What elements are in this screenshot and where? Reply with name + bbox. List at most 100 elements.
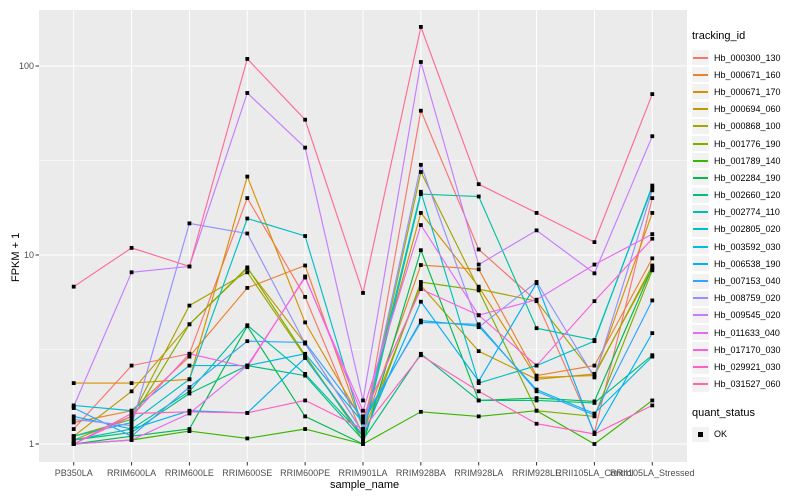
data-point — [650, 134, 655, 139]
data-point — [303, 427, 308, 431]
legend-item-label: Hb_002774_110 — [714, 207, 780, 218]
data-point — [187, 429, 192, 434]
legend-entries: Hb_000300_130 Hb_000671_160 Hb_000671_170 H… — [692, 49, 800, 393]
data-point — [418, 25, 423, 29]
legend-key-line — [693, 383, 708, 386]
data-point — [71, 427, 76, 431]
legend-key — [692, 221, 709, 237]
legend-item-label: Hb_017170_030 — [714, 344, 781, 355]
data-point — [187, 303, 192, 308]
data-point — [187, 351, 192, 356]
legend-key-line — [693, 314, 708, 317]
data-point — [476, 414, 481, 419]
legend-key — [692, 101, 709, 117]
legend-key — [692, 342, 709, 358]
data-point — [650, 188, 655, 193]
y-axis-title: FPKM + 1 — [10, 232, 22, 282]
data-point — [650, 256, 655, 261]
data-point — [418, 108, 423, 113]
y-tick-label: 10 — [23, 250, 34, 260]
legend-key-line — [693, 331, 708, 334]
legend-item-label: Hb_002660_120 — [714, 190, 781, 201]
data-point — [71, 284, 76, 289]
x-tick-label: RRIM928BA — [395, 468, 446, 478]
data-point — [187, 389, 192, 394]
data-point — [418, 353, 423, 358]
data-point — [534, 377, 539, 382]
legend: tracking_id Hb_000300_130 Hb_000671_160 Hb… — [692, 30, 800, 443]
data-point — [418, 263, 423, 267]
data-point — [129, 420, 134, 425]
data-point — [592, 339, 597, 344]
legend-item-label: Hb_003592_030 — [714, 241, 781, 252]
data-point — [187, 377, 192, 382]
legend-key — [692, 204, 709, 220]
data-point — [418, 192, 423, 197]
legend-item: Hb_009545_020 — [692, 307, 800, 324]
data-point — [129, 389, 134, 394]
legend-key-line — [693, 365, 708, 368]
legend-key-line — [693, 211, 708, 214]
data-point — [476, 247, 481, 252]
x-axis-title: sample_name — [330, 479, 400, 491]
data-point — [71, 417, 76, 422]
legend-item-label: Hb_031527_060 — [714, 379, 781, 390]
legend-key-line — [693, 125, 708, 128]
data-point — [476, 194, 481, 199]
data-point — [361, 420, 365, 425]
x-tick-label: PB350LA — [54, 468, 93, 478]
legend-key — [692, 325, 709, 341]
data-point — [650, 92, 655, 97]
y-tick-label: 100 — [18, 61, 34, 71]
legend-item: Hb_002660_120 — [692, 187, 800, 204]
legend-item: Hb_007153_040 — [692, 272, 800, 289]
data-point — [245, 323, 250, 328]
legend-item-label: Hb_002805_020 — [714, 224, 781, 235]
data-point — [476, 398, 481, 403]
legend-key — [692, 50, 709, 66]
data-point — [245, 365, 250, 370]
legend-item-label: Hb_000671_160 — [714, 69, 781, 80]
data-point — [303, 371, 308, 376]
data-point — [534, 421, 539, 426]
data-point — [129, 411, 134, 416]
data-point — [71, 434, 76, 439]
legend-key-line — [693, 245, 708, 248]
black-square-icon — [698, 431, 703, 437]
data-point — [187, 264, 192, 269]
data-point — [245, 270, 250, 275]
data-point — [361, 414, 365, 419]
data-point — [187, 363, 192, 368]
data-point — [129, 414, 134, 419]
legend-key — [692, 359, 709, 375]
data-point — [534, 396, 539, 400]
data-point — [71, 381, 76, 386]
data-point — [592, 442, 597, 446]
legend-item-label: Hb_001776_190 — [714, 138, 781, 149]
legend-item: Hb_003592_030 — [692, 238, 800, 255]
legend-key — [692, 84, 709, 100]
data-point — [71, 438, 76, 442]
data-point — [592, 413, 597, 418]
data-point — [361, 430, 365, 435]
data-point — [476, 325, 481, 330]
data-point — [650, 298, 655, 303]
legend-item: Hb_029921_030 — [692, 358, 800, 375]
data-point — [418, 283, 423, 288]
data-point — [245, 196, 250, 201]
data-point — [418, 162, 423, 167]
data-point — [592, 271, 597, 276]
data-point — [129, 408, 134, 413]
legend-key — [692, 376, 709, 392]
data-point — [245, 231, 250, 236]
data-point — [650, 268, 655, 273]
legend-key-line — [693, 297, 708, 300]
data-point — [534, 398, 539, 403]
legend-title-quant-status: quant_status — [692, 406, 755, 419]
legend-item: Hb_000868_100 — [692, 118, 800, 135]
data-point — [592, 262, 597, 267]
data-point — [303, 356, 308, 360]
data-point — [187, 427, 192, 431]
